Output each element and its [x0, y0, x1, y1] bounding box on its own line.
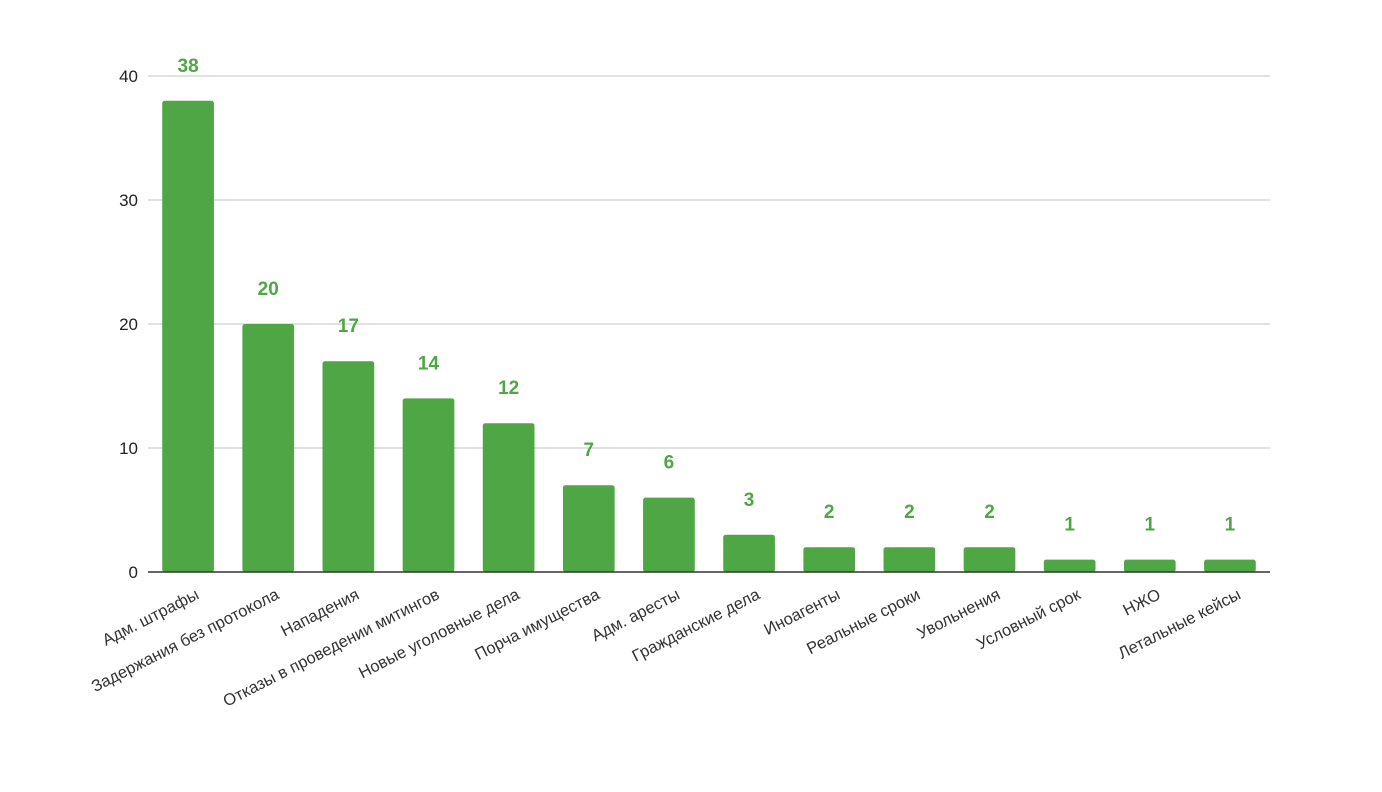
bar — [322, 361, 375, 572]
bar — [963, 547, 1016, 572]
data-label: 17 — [338, 316, 359, 337]
y-tick-label: 30 — [119, 191, 138, 210]
data-label: 1 — [1064, 515, 1075, 536]
y-axis-ticks: 0 10 20 30 40 — [119, 67, 138, 582]
data-label: 38 — [178, 56, 199, 77]
data-label: 2 — [984, 502, 995, 523]
data-labels: 38 20 17 14 12 7 6 3 2 2 2 1 1 1 — [178, 56, 1236, 536]
bar — [723, 534, 775, 572]
bar — [242, 324, 295, 572]
data-label: 20 — [258, 279, 279, 300]
data-label: 1 — [1144, 515, 1155, 536]
y-tick-label: 20 — [119, 315, 138, 334]
y-tick-label: 0 — [129, 563, 138, 582]
bar — [1123, 559, 1176, 572]
data-label: 2 — [824, 502, 835, 523]
data-label: 14 — [418, 353, 440, 374]
data-label: 6 — [664, 453, 675, 474]
y-tick-label: 40 — [119, 67, 138, 86]
gridlines — [148, 75, 1270, 449]
bar — [162, 100, 214, 573]
data-label: 2 — [904, 502, 915, 523]
data-label: 1 — [1225, 515, 1236, 536]
y-tick-label: 10 — [119, 439, 138, 458]
data-label: 3 — [744, 490, 755, 511]
bar — [562, 485, 615, 572]
x-tick-label: Гражданские дела — [629, 585, 763, 665]
bar — [883, 547, 936, 572]
bar — [803, 547, 856, 572]
data-label: 12 — [498, 378, 519, 399]
bar — [482, 423, 535, 572]
bar — [1204, 559, 1256, 572]
x-tick-label: НЖО — [1120, 585, 1164, 619]
bar — [643, 497, 695, 572]
bar — [402, 398, 455, 572]
bars — [162, 100, 1256, 573]
data-label: 7 — [583, 440, 594, 461]
bar — [1043, 559, 1096, 572]
